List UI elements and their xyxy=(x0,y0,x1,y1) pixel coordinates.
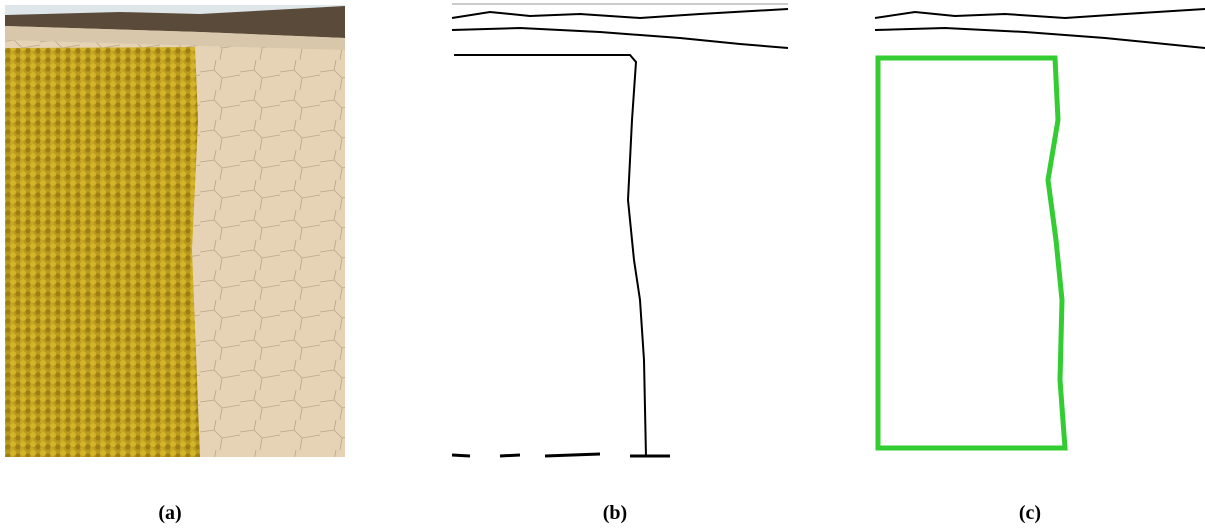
photo-panel xyxy=(5,5,345,457)
panel-label: (a) xyxy=(158,502,182,524)
panel-label: (b) xyxy=(602,502,628,524)
edge-panel xyxy=(451,3,789,458)
panel-label: (c) xyxy=(1018,502,1042,524)
contour-panel xyxy=(874,8,1205,451)
